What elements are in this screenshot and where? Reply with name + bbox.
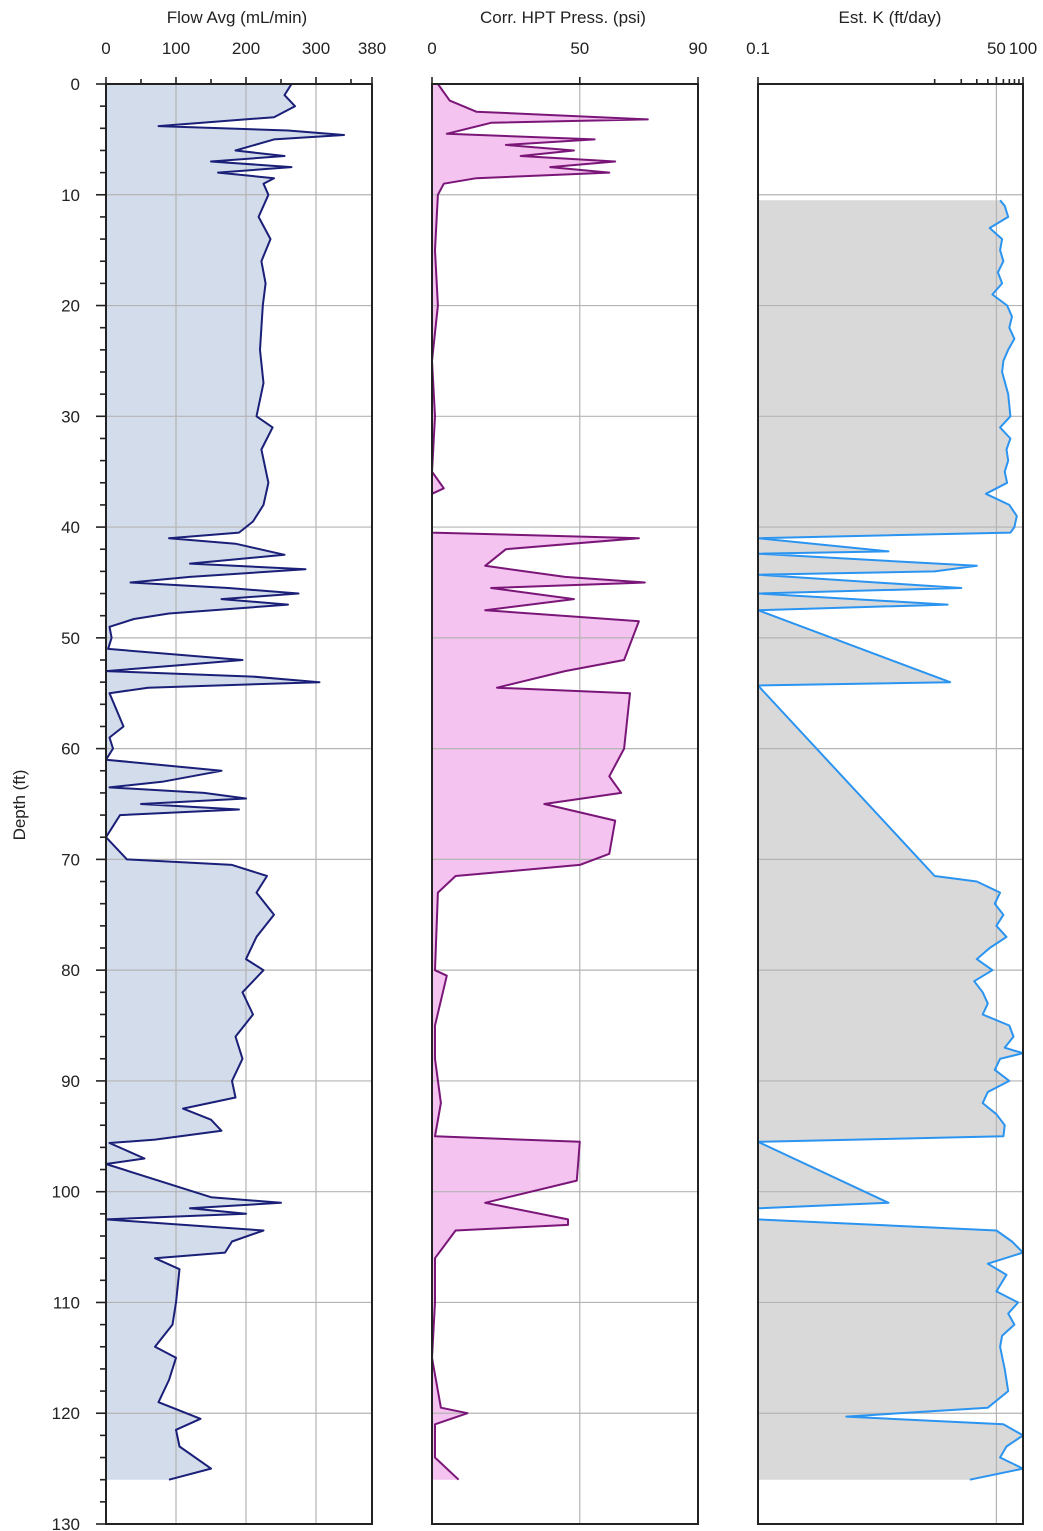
depth-tick-label: 80 bbox=[61, 961, 80, 980]
top-tick-label: 0.1 bbox=[746, 39, 770, 58]
top-tick-label: 50 bbox=[987, 39, 1006, 58]
depth-tick-label: 40 bbox=[61, 518, 80, 537]
depth-tick-label: 120 bbox=[52, 1404, 80, 1423]
top-tick-label: 0 bbox=[101, 39, 110, 58]
top-tick-label: 100 bbox=[162, 39, 190, 58]
depth-tick-label: 50 bbox=[61, 629, 80, 648]
panel-frame bbox=[431, 83, 699, 1525]
series-line-flow bbox=[105, 83, 345, 1481]
depth-axis-label: Depth (ft) bbox=[10, 770, 29, 841]
top-tick-label: 300 bbox=[302, 39, 330, 58]
depth-tick-label: 10 bbox=[61, 186, 80, 205]
depth-tick-label: 100 bbox=[52, 1183, 80, 1202]
series-line-k bbox=[757, 199, 1024, 1481]
series-fill-k bbox=[758, 200, 1023, 1480]
series-fill-pressure bbox=[432, 84, 648, 1480]
top-tick-label: 380 bbox=[358, 39, 386, 58]
top-tick-label: 50 bbox=[570, 39, 589, 58]
top-tick-label: 200 bbox=[232, 39, 260, 58]
top-tick-label: 90 bbox=[689, 39, 708, 58]
depth-tick-label: 60 bbox=[61, 740, 80, 759]
depth-tick-label: 70 bbox=[61, 850, 80, 869]
est-k-panel: 0.1 50 100 Est. K (ft/day) bbox=[746, 8, 1037, 1525]
depth-tick-label: 0 bbox=[71, 75, 80, 94]
panel-title-flow: Flow Avg (mL/min) bbox=[167, 8, 307, 27]
panel-title-pressure: Corr. HPT Press. (psi) bbox=[480, 8, 646, 27]
series-fill-flow bbox=[106, 84, 344, 1480]
depth-tick-label: 110 bbox=[53, 1293, 80, 1312]
flow-avg-panel: 0 100 200 300 380 Flow Avg (mL/min) bbox=[101, 8, 386, 1525]
depth-tick-label: 130 bbox=[52, 1515, 80, 1531]
panel-frame bbox=[105, 83, 373, 1525]
series-line-pressure bbox=[431, 83, 649, 1481]
panel-title-k: Est. K (ft/day) bbox=[839, 8, 942, 27]
top-tick-label: 0 bbox=[427, 39, 436, 58]
depth-tick-label: 20 bbox=[61, 297, 80, 316]
depth-tick-label: 30 bbox=[61, 407, 80, 426]
top-tick-label: 100 bbox=[1009, 39, 1037, 58]
panel-frame bbox=[757, 83, 1024, 1525]
depth-axis: 0 10 20 30 40 50 60 70 80 90 100 110 120 130 bbox=[52, 75, 106, 1531]
hpt-pressure-panel: 0 50 90 Corr. HPT Press. (psi) bbox=[427, 8, 708, 1525]
depth-tick-label: 90 bbox=[61, 1072, 80, 1091]
